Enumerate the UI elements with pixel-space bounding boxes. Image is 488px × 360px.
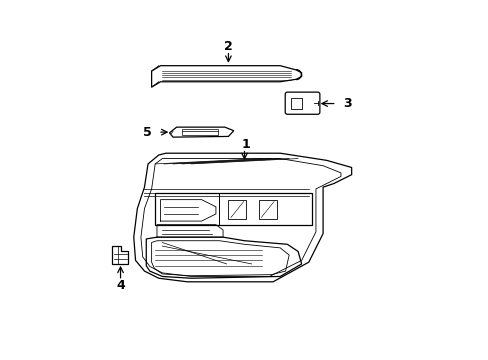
Text: 4: 4	[116, 279, 124, 292]
Text: 1: 1	[242, 138, 250, 151]
Bar	[290, 98, 302, 109]
Text: 5: 5	[142, 126, 151, 139]
Bar	[155, 193, 312, 225]
Text: 2: 2	[224, 40, 232, 53]
Text: 3: 3	[342, 97, 351, 110]
Bar	[258, 200, 276, 219]
Bar	[228, 200, 246, 219]
Bar	[182, 129, 217, 135]
